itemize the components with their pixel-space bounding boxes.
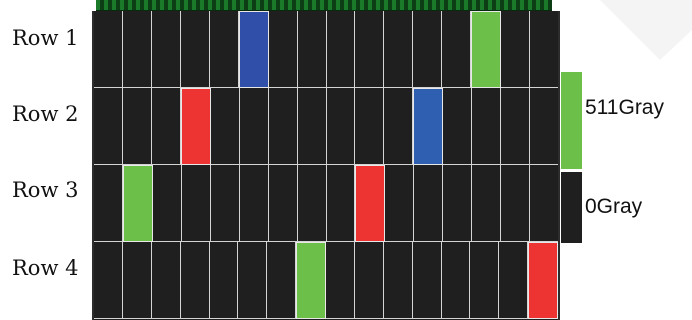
off-subpixel (384, 11, 414, 88)
grid-row-2 (94, 88, 558, 165)
off-subpixel (297, 165, 327, 242)
off-subpixel (443, 88, 473, 165)
off-subpixel (501, 11, 531, 88)
legend-label-511gray: 511Gray (585, 96, 664, 119)
off-subpixel (94, 11, 123, 88)
off-subpixel (210, 88, 240, 165)
off-subpixel (94, 88, 123, 165)
off-subpixel (355, 88, 385, 165)
lit-subpixel (238, 11, 269, 88)
lit-subpixel (528, 242, 558, 319)
off-subpixel (472, 88, 502, 165)
off-subpixel (441, 242, 471, 319)
off-subpixel (151, 11, 181, 88)
off-subpixel (239, 88, 269, 165)
lit-subpixel (355, 165, 386, 242)
off-subpixel (530, 88, 558, 165)
row-label: Row 3 (12, 178, 79, 202)
off-subpixel (501, 88, 531, 165)
legend-swatch-511gray (561, 72, 582, 169)
lit-subpixel (180, 88, 211, 165)
off-subpixel (385, 165, 415, 242)
off-subpixel (94, 165, 123, 242)
off-subpixel (152, 165, 182, 242)
off-subpixel (326, 88, 356, 165)
off-subpixel (355, 11, 385, 88)
off-subpixel (499, 242, 529, 319)
row-label: Row 4 (12, 256, 79, 280)
off-subpixel (501, 165, 531, 242)
off-subpixel (209, 242, 239, 319)
off-subpixel (412, 242, 442, 319)
off-subpixel (354, 242, 384, 319)
row-label: Row 1 (12, 26, 79, 50)
row-label: Row 2 (12, 102, 79, 126)
lit-subpixel (471, 11, 502, 88)
off-subpixel (442, 11, 472, 88)
grid-row-1 (94, 11, 558, 88)
top-color-strip (96, 0, 552, 11)
off-subpixel (239, 165, 269, 242)
off-subpixel (151, 242, 181, 319)
off-subpixel (180, 11, 210, 88)
pixel-grid (92, 11, 560, 320)
off-subpixel (297, 11, 327, 88)
lit-subpixel (413, 88, 444, 165)
off-subpixel (210, 165, 240, 242)
off-subpixel (268, 88, 298, 165)
off-subpixel (413, 11, 443, 88)
off-subpixel (181, 165, 211, 242)
off-subpixel (122, 11, 152, 88)
off-subpixel (472, 165, 502, 242)
off-subpixel (209, 11, 239, 88)
off-subpixel (384, 88, 414, 165)
off-subpixel (268, 11, 298, 88)
lit-subpixel (296, 242, 326, 319)
off-subpixel (151, 88, 181, 165)
off-subpixel (470, 242, 500, 319)
off-subpixel (268, 165, 298, 242)
off-subpixel (122, 242, 152, 319)
off-subpixel (530, 165, 558, 242)
off-subpixel (326, 242, 355, 319)
lit-subpixel (122, 165, 153, 242)
off-subpixel (414, 165, 444, 242)
off-subpixel (180, 242, 210, 319)
grid-row-4 (94, 242, 558, 319)
legend-swatch-0gray (561, 172, 582, 243)
legend-label-0gray: 0Gray (585, 195, 643, 218)
off-subpixel (383, 242, 413, 319)
off-subpixel (238, 242, 268, 319)
off-subpixel (94, 242, 123, 319)
off-subpixel (122, 88, 152, 165)
off-subpixel (297, 88, 327, 165)
off-subpixel (530, 11, 558, 88)
grid-row-3 (94, 165, 558, 242)
off-subpixel (326, 165, 356, 242)
off-subpixel (326, 11, 356, 88)
off-subpixel (267, 242, 297, 319)
off-subpixel (443, 165, 473, 242)
